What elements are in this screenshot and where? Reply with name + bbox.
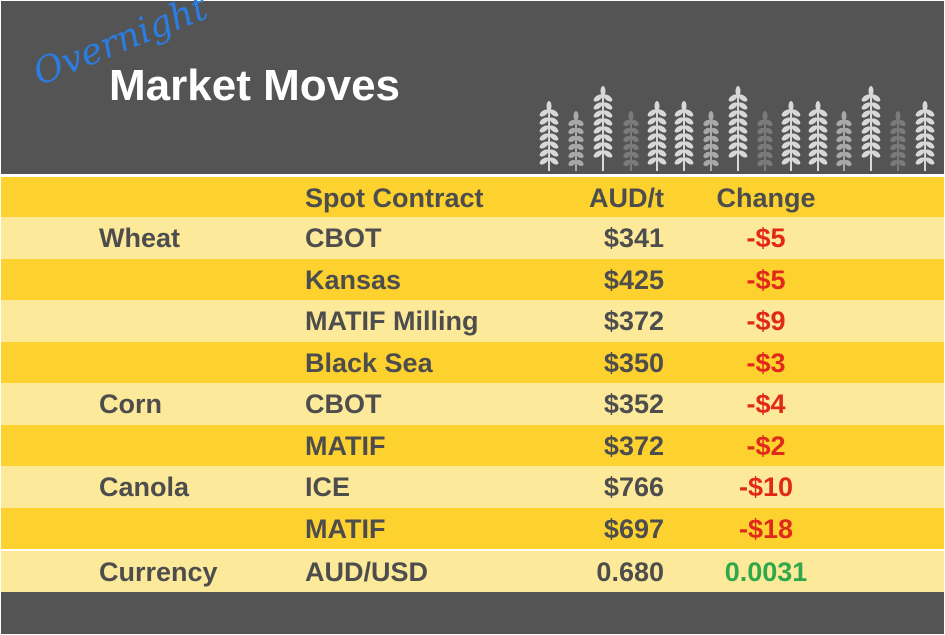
column-header-price: AUD/t (589, 183, 664, 213)
wheat-stalk (703, 111, 719, 171)
price-cell: $350 (603, 347, 664, 378)
wheat-stalk (647, 101, 667, 171)
price-cell: $766 (603, 472, 664, 502)
change-cell: -$2 (746, 430, 786, 461)
wheat-stalk (781, 101, 801, 171)
change-cell: -$10 (738, 472, 794, 502)
table-row: MATIF $372 -$2 (1, 424, 944, 466)
table-row: Kansas $425 -$5 (1, 258, 944, 300)
header-banner: Overnight Market Moves (1, 0, 944, 174)
wheat-stalk (593, 86, 613, 171)
change-cell: -$9 (746, 306, 786, 336)
change-cell: -$18 (738, 513, 794, 544)
price-cell: $372 (603, 430, 664, 461)
wheat-stalk (539, 101, 559, 171)
table-row: MATIF Milling $372 -$9 (1, 300, 944, 342)
wheat-stalk (915, 101, 935, 171)
contract-cell: MATIF Milling (305, 306, 479, 336)
change-cell: -$5 (746, 223, 786, 253)
table-row: Currency AUD/USD 0.680 0.0031 (1, 549, 944, 593)
change-cell: -$4 (746, 389, 786, 419)
table-row: MATIF $697 -$18 (1, 507, 944, 549)
price-cell: $425 (603, 264, 664, 295)
wheat-stalk (623, 111, 639, 171)
column-header-change: Change (716, 183, 816, 213)
commodity-cell: Wheat (99, 223, 180, 253)
price-cell: 0.680 (596, 557, 664, 587)
wheat-stalk (861, 86, 881, 171)
contract-cell: Black Sea (305, 347, 433, 378)
wheat-stalk (568, 111, 584, 171)
contract-cell: MATIF (305, 513, 386, 544)
column-header-contract: Spot Contract (305, 183, 484, 213)
table-row: Wheat CBOT $341 -$5 (1, 217, 944, 259)
table-header: Spot Contract AUD/t Change (1, 177, 944, 217)
table-row: Black Sea $350 -$3 (1, 341, 944, 383)
wheat-stalk (728, 86, 748, 171)
contract-cell: MATIF (305, 430, 386, 461)
change-cell: -$3 (746, 347, 786, 378)
contract-cell: AUD/USD (305, 557, 429, 587)
wheat-stalk (890, 111, 906, 171)
contract-cell: CBOT (305, 223, 382, 253)
commodity-cell: Currency (99, 557, 218, 587)
footer-bar (1, 592, 944, 634)
table-row: Corn CBOT $352 -$4 (1, 383, 944, 425)
table-row: Canola ICE $766 -$10 (1, 466, 944, 508)
commodity-cell: Corn (99, 389, 162, 419)
wheat-stalk (757, 111, 773, 171)
change-cell: -$5 (746, 264, 786, 295)
page-title: Market Moves (109, 61, 401, 110)
contract-cell: CBOT (305, 389, 382, 419)
price-cell: $697 (603, 513, 664, 544)
wheat-stalk (674, 101, 694, 171)
contract-cell: Kansas (305, 264, 402, 295)
market-table: Spot Contract AUD/t Change Wheat CBOT $341… (1, 177, 944, 593)
contract-cell: ICE (305, 472, 351, 502)
change-cell: 0.0031 (724, 557, 808, 587)
commodity-cell: Canola (99, 472, 190, 502)
price-cell: $341 (603, 223, 664, 253)
wheat-stalk (808, 101, 828, 171)
wheat-stalk (836, 111, 852, 171)
price-cell: $352 (603, 389, 664, 419)
price-cell: $372 (603, 306, 664, 336)
wheat-stalks-icon (539, 86, 935, 171)
